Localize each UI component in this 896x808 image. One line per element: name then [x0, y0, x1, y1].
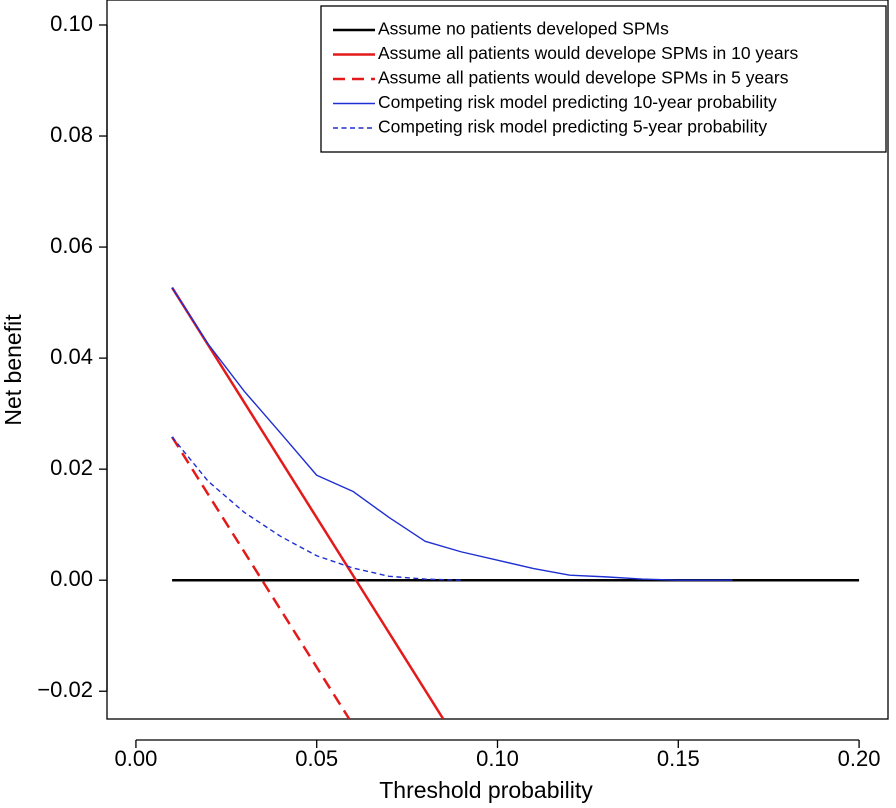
series-layer [171, 286, 860, 719]
legend-label-3: Assume all patients would develope SPMs … [378, 68, 789, 88]
series-line-5 [171, 436, 462, 581]
x-tick-label: 0.10 [476, 746, 519, 771]
x-tick-label: 0.15 [657, 746, 700, 771]
y-tick-label: 0.08 [50, 122, 93, 147]
y-tick-label: 0.00 [50, 566, 93, 591]
series-line-4 [171, 287, 733, 581]
x-tick-label: 0.00 [115, 746, 158, 771]
legend-label-4: Competing risk model predicting 10-year … [378, 92, 777, 112]
y-tick-label: 0.10 [50, 11, 93, 36]
y-tick-label: 0.06 [50, 233, 93, 258]
y-axis-title: Net benefit [0, 314, 26, 426]
legend-box [320, 5, 887, 153]
series-line-3 [171, 436, 351, 719]
legend-label-1: Assume no patients developed SPMs [378, 19, 669, 39]
y-tick-label: 0.04 [50, 344, 93, 369]
series-line-2 [171, 286, 445, 719]
legend-label-5: Competing risk model predicting 5-year p… [378, 117, 767, 137]
y-axis: −0.02 0.00 0.02 0.04 0.06 0.08 0.10 [37, 11, 108, 702]
x-axis: 0.00 0.05 0.10 0.15 0.20 [115, 739, 881, 771]
x-tick-label: 0.20 [838, 746, 881, 771]
legend: Assume no patients developed SPMs Assume … [320, 5, 887, 153]
legend-label-2: Assume all patients would develope SPMs … [378, 43, 798, 63]
y-tick-label: −0.02 [37, 677, 93, 702]
x-axis-title: Threshold probability [379, 777, 593, 803]
x-tick-label: 0.05 [295, 746, 338, 771]
y-tick-label: 0.02 [50, 455, 93, 480]
